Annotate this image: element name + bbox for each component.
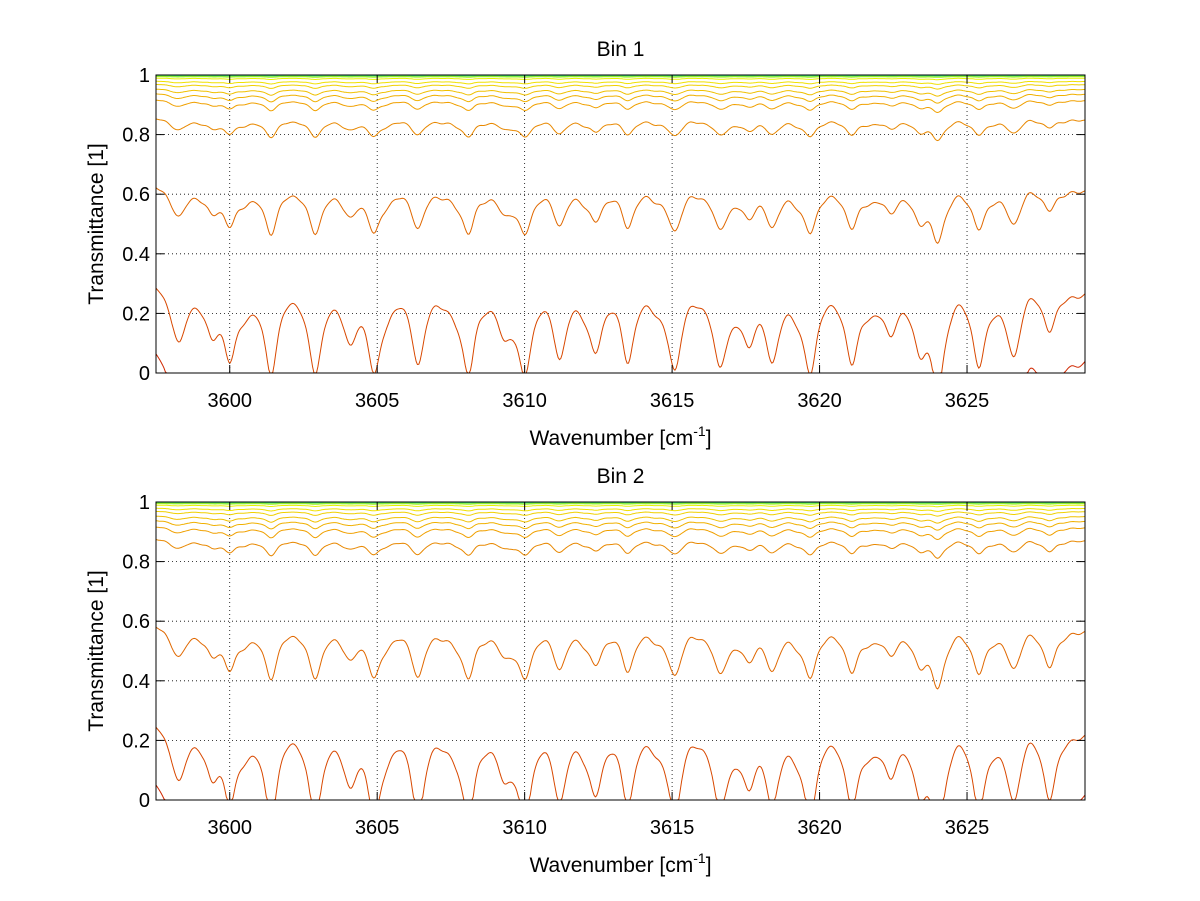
y-tick-label: 0.4 (122, 244, 150, 266)
y-tick-label: 0 (139, 790, 150, 812)
x-tick-label: 3620 (797, 817, 842, 839)
y-tick-label: 0.6 (122, 184, 150, 206)
y-tick-label: 0.2 (122, 303, 150, 325)
axes-box (155, 74, 1086, 374)
series-line-9 (156, 83, 1085, 90)
series-line-6 (156, 503, 1085, 505)
x-tick-label: 3605 (355, 390, 400, 412)
chart-title: Bin 1 (597, 38, 645, 61)
series-line-7 (156, 504, 1085, 508)
x-tick-label: 3620 (797, 390, 842, 412)
y-tick-label: 0.2 (122, 730, 150, 752)
series-line-11 (156, 93, 1085, 104)
series-line-10 (156, 88, 1085, 97)
y-tick-label: 0 (139, 363, 150, 385)
series-line-5 (156, 75, 1085, 77)
y-axis-label: Transmittance [1] (85, 143, 108, 304)
series-line-14 (156, 187, 1085, 244)
series-line-12 (156, 99, 1085, 114)
x-tick-label: 3605 (355, 817, 400, 839)
series-line-8 (156, 80, 1085, 85)
series-line-12 (156, 526, 1085, 541)
series-line-6 (156, 76, 1085, 78)
series-line-13 (156, 118, 1085, 142)
y-tick-label: 0.6 (122, 611, 150, 633)
series-line-15 (156, 726, 1085, 800)
x-axis-label: Wavenumber [cm-1] (529, 423, 711, 450)
series-line-11 (156, 520, 1085, 531)
series-line-15 (156, 287, 1085, 373)
chart-title: Bin 2 (597, 465, 645, 488)
series-line-7 (156, 77, 1085, 81)
panel-2: 3600 3605 3610 3615 3620 3625 0 0.2 0.4 0.6 0.8 1 Bi… (85, 465, 1086, 877)
x-tick-label: 3610 (502, 390, 547, 412)
x-tick-label: 3625 (945, 817, 990, 839)
x-axis-label: Wavenumber [cm-1] (529, 850, 711, 877)
series-line-5 (156, 502, 1085, 504)
series-line-14 (156, 626, 1085, 690)
y-tick-label: 0.8 (122, 125, 150, 147)
x-tick-label: 3615 (650, 390, 695, 412)
y-axis-label: Transmittance [1] (85, 570, 108, 731)
x-tick-label: 3600 (207, 817, 252, 839)
x-tick-label: 3610 (502, 817, 547, 839)
x-tick-label: 3625 (945, 390, 990, 412)
series-line-8 (156, 507, 1085, 512)
y-tick-label: 0.4 (122, 671, 150, 693)
y-tick-label: 1 (139, 65, 150, 87)
y-tick-label: 0.8 (122, 552, 150, 574)
x-tick-label: 3615 (650, 817, 695, 839)
x-tick-label: 3600 (207, 390, 252, 412)
panel-1: 3600 3605 3610 3615 3620 3625 0 0.2 0.4 0.6 0.8 1 Bi… (85, 38, 1086, 450)
series-line-13 (156, 539, 1085, 559)
y-tick-label: 1 (139, 492, 150, 514)
series-line-9 (156, 510, 1085, 517)
axes-box (155, 501, 1086, 801)
series-line-10 (156, 515, 1085, 524)
